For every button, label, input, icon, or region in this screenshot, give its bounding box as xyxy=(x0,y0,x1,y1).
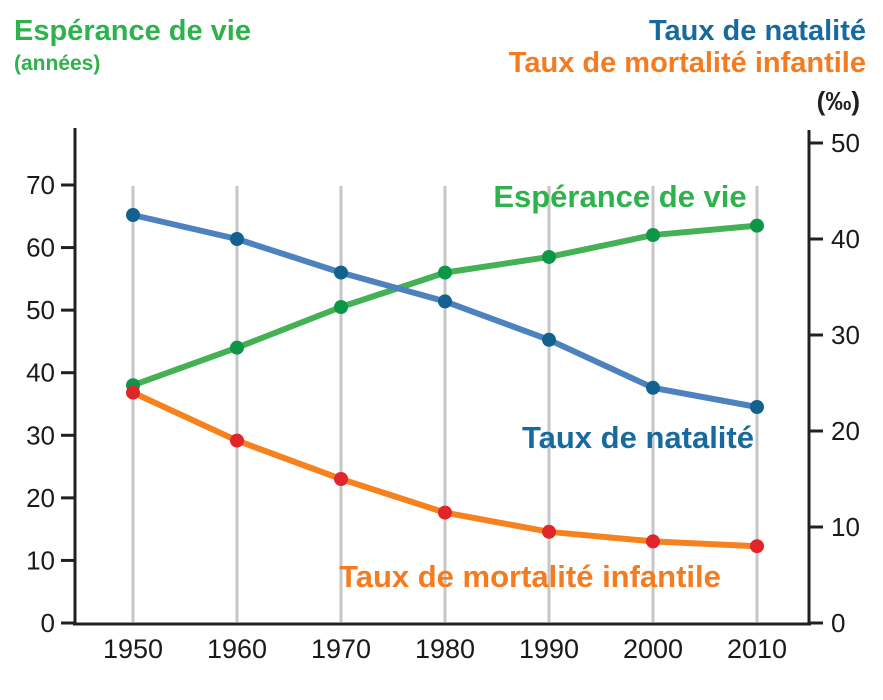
left-tick-label: 0 xyxy=(41,608,55,638)
data-point xyxy=(646,380,660,395)
data-point xyxy=(438,265,452,280)
tick-labels: 0 10 20 30 40 50 60 70 0 10 20 30 40 50 1950 1960 1970 19… xyxy=(26,128,860,664)
data-point xyxy=(750,400,764,414)
series-right-taux-de-natalit- xyxy=(126,208,764,414)
left-axis-subtitle: (années) xyxy=(14,52,100,75)
left-tick-label: 40 xyxy=(26,358,55,388)
right-axis-title-natalite: Taux de natalité xyxy=(649,15,866,47)
x-tick-label-1950: 1950 xyxy=(103,634,163,664)
data-point xyxy=(542,332,556,347)
data-point xyxy=(334,472,348,486)
x-tick-label-1980: 1980 xyxy=(415,634,475,664)
right-axis-title-mortalite: Taux de mortalité infantile xyxy=(509,47,866,79)
right-tick-label: 20 xyxy=(831,416,860,446)
data-point xyxy=(750,539,764,554)
left-tick-label: 10 xyxy=(26,545,55,575)
data-point xyxy=(750,218,764,233)
right-tick-label: 40 xyxy=(831,224,860,254)
data-point xyxy=(542,524,556,539)
left-axis-title: Espérance de vie xyxy=(14,15,251,47)
right-tick-label: 30 xyxy=(831,320,860,350)
left-tick-label: 30 xyxy=(26,420,55,450)
right-axis-unit: (‰) xyxy=(817,86,860,116)
axes xyxy=(73,128,811,626)
data-point xyxy=(230,232,244,246)
plot-label-mortalite: Taux de mortalité infantile xyxy=(339,559,721,594)
data-point xyxy=(334,300,348,315)
data-point xyxy=(230,433,244,448)
data-point xyxy=(438,505,452,520)
right-tick-label: 0 xyxy=(831,608,845,638)
right-tick-label: 50 xyxy=(831,128,860,158)
data-point xyxy=(126,385,140,400)
right-tick-label: 10 xyxy=(831,512,860,542)
data-point xyxy=(542,249,556,264)
plot-label-natalite: Taux de natalité xyxy=(522,420,754,455)
series-right-taux-de-mortalit-infantile xyxy=(126,385,764,554)
data-point xyxy=(646,228,660,243)
data-point xyxy=(438,294,452,309)
x-tick-label-1970: 1970 xyxy=(311,634,371,664)
data-series xyxy=(126,208,764,554)
left-tick-label: 60 xyxy=(26,233,55,263)
x-tick-label-2000: 2000 xyxy=(623,634,683,664)
left-tick-label: 20 xyxy=(26,483,55,513)
data-point xyxy=(334,265,348,280)
left-tick-label: 50 xyxy=(26,295,55,325)
plot-label-esperance: Espérance de vie xyxy=(493,179,746,214)
x-tick-label-2010: 2010 xyxy=(727,634,787,664)
left-tick-label: 70 xyxy=(26,170,55,200)
gridlines xyxy=(131,186,759,622)
data-point xyxy=(646,534,660,549)
data-point xyxy=(230,340,244,355)
x-tick-label-1960: 1960 xyxy=(207,634,267,664)
data-point xyxy=(126,208,140,222)
x-tick-label-1990: 1990 xyxy=(519,634,579,664)
